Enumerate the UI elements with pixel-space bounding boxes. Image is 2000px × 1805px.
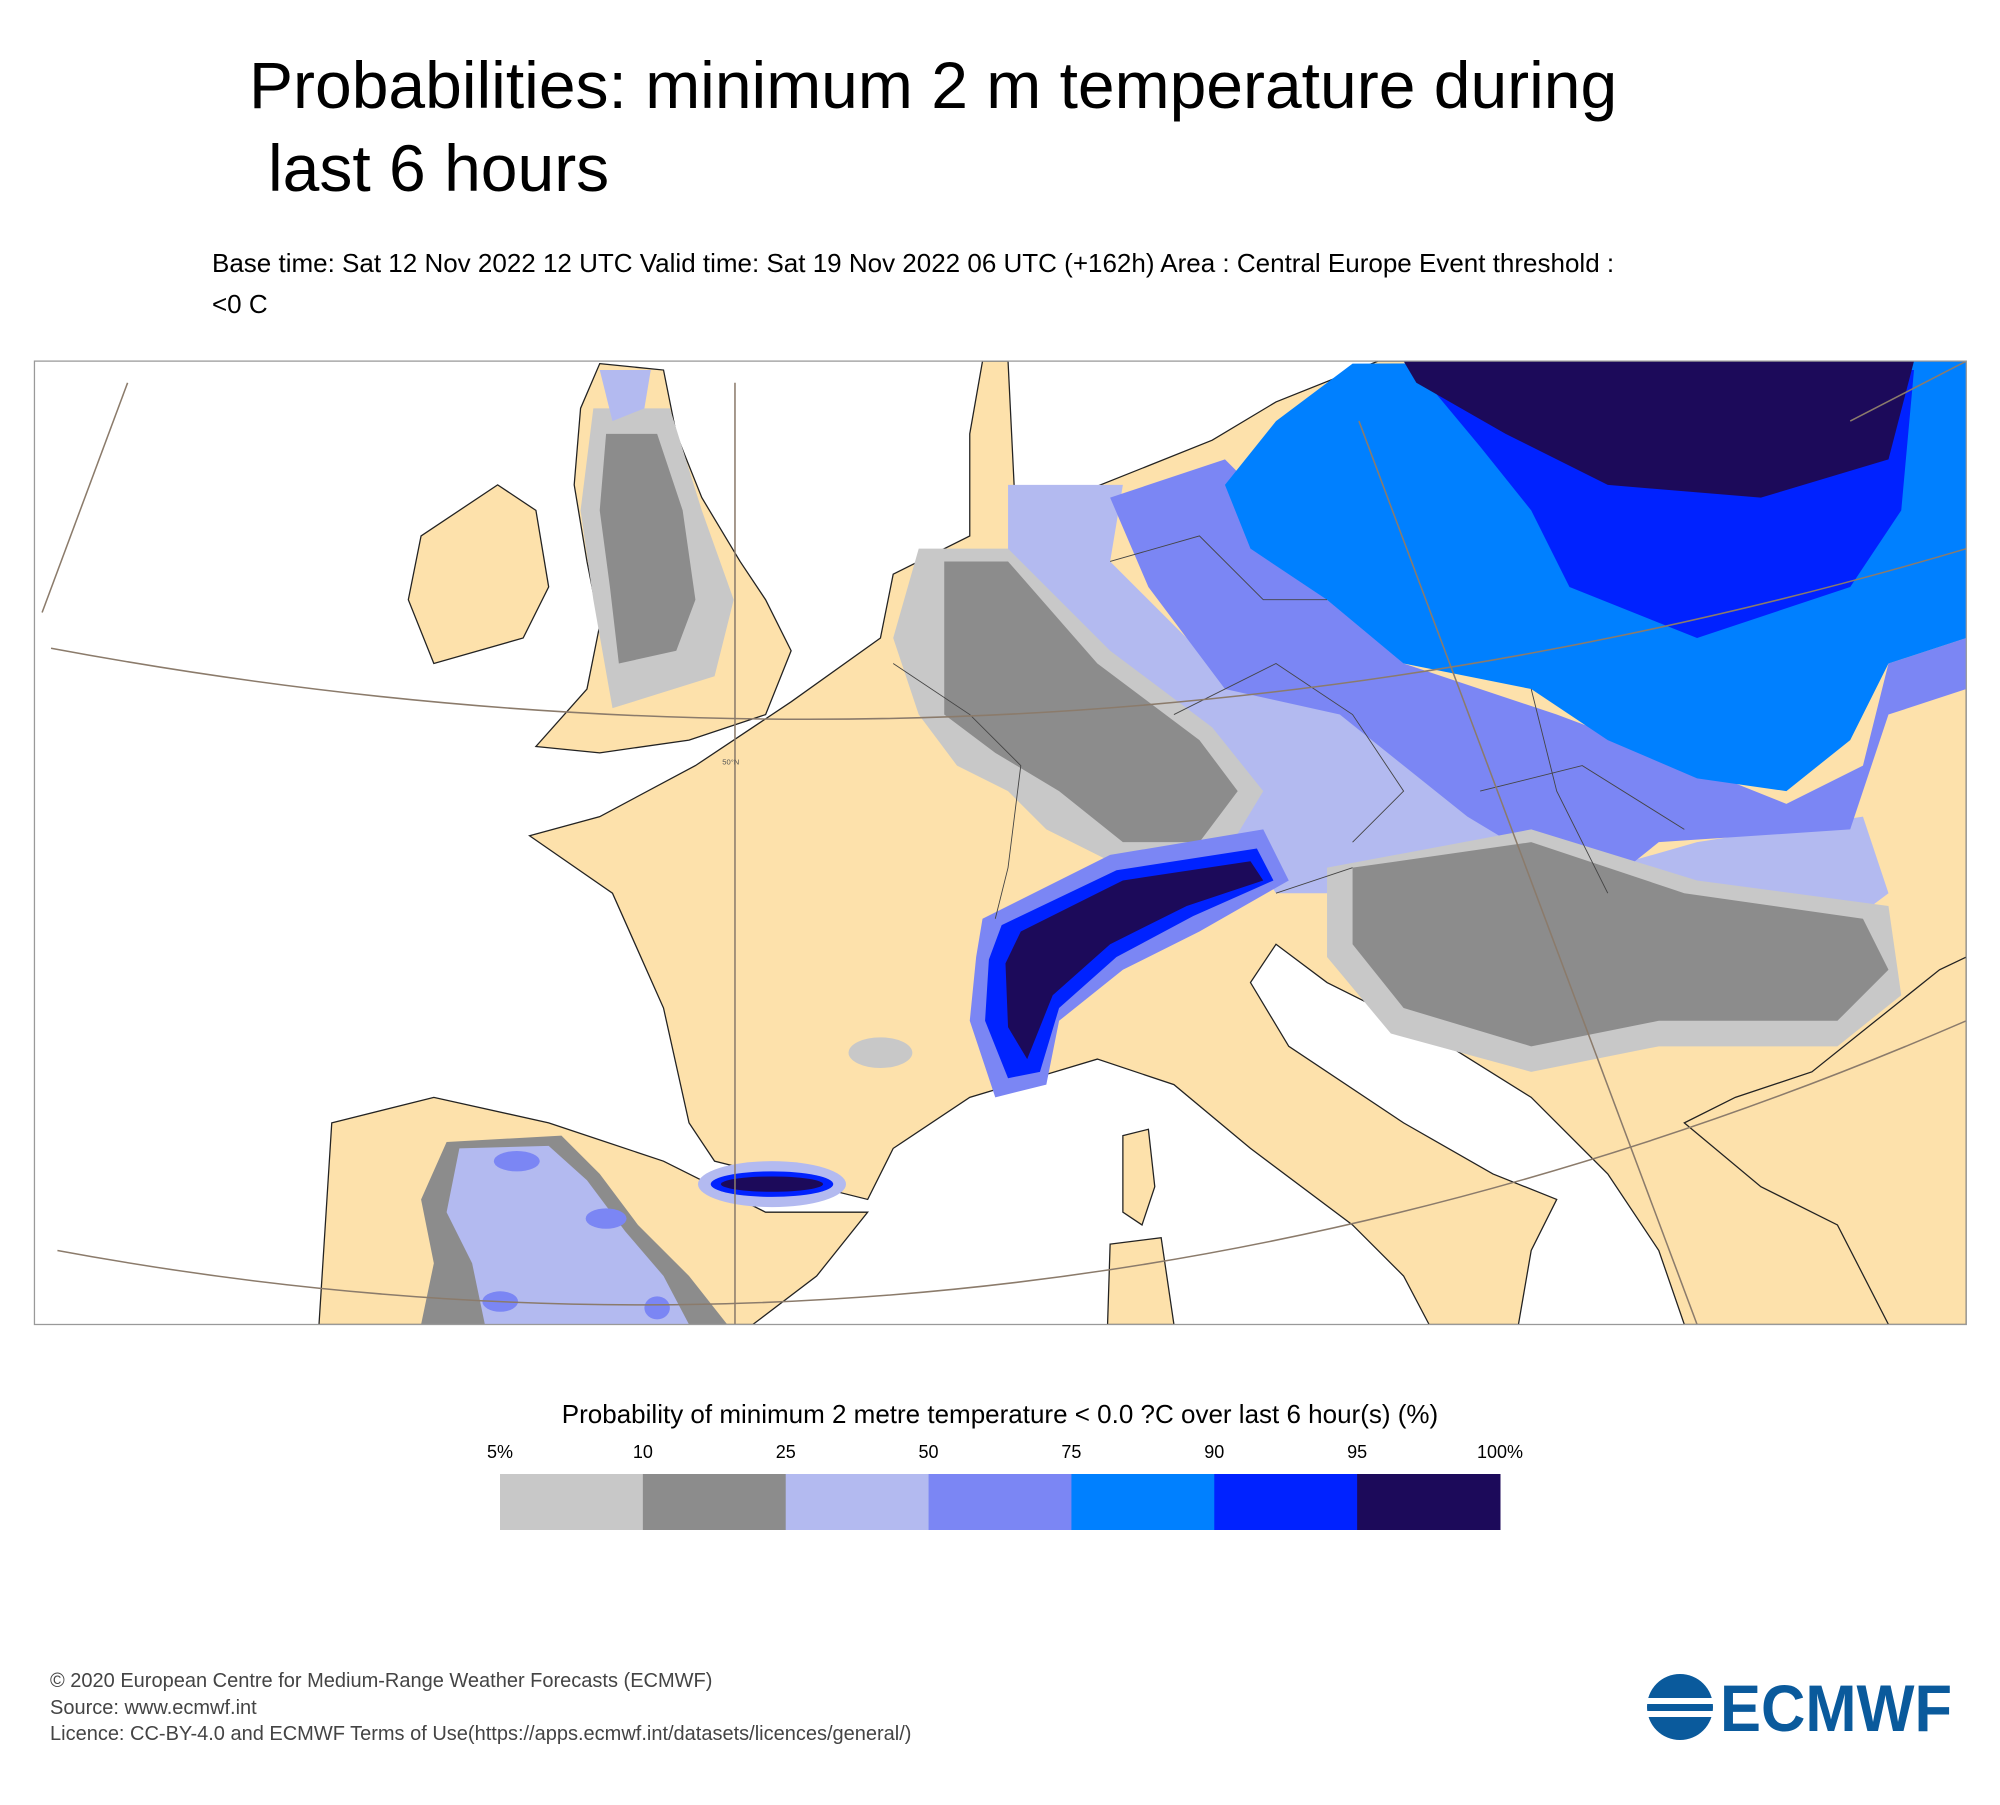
subtitle-line: Base time: Sat 12 Nov 2022 12 UTC Valid … bbox=[212, 248, 1614, 278]
colorbar-tick-label: 5% bbox=[487, 1442, 513, 1462]
logo-text: ECMWF bbox=[1720, 1671, 1952, 1745]
title-line: Probabilities: minimum 2 m temperature d… bbox=[249, 48, 1617, 122]
colorbar-swatch bbox=[1357, 1474, 1501, 1530]
logo-stripe bbox=[1645, 1698, 1717, 1704]
land bbox=[1106, 1237, 1175, 1325]
colorbar-swatch bbox=[500, 1474, 644, 1530]
graticule bbox=[1849, 361, 1967, 422]
graticule bbox=[41, 382, 129, 613]
colorbar-swatch bbox=[1071, 1474, 1215, 1530]
footer-line: Source: www.ecmwf.int bbox=[50, 1697, 257, 1719]
land bbox=[1683, 956, 1967, 1325]
prob-area bbox=[944, 561, 1238, 843]
prob-area bbox=[493, 1150, 540, 1172]
footer-line: Licence: CC-BY-4.0 and ECMWF Terms of Us… bbox=[50, 1723, 911, 1745]
colorbar-tick-label: 10 bbox=[633, 1442, 653, 1462]
prob-area bbox=[599, 370, 651, 422]
prob-area bbox=[1110, 459, 1967, 894]
subtitle-line: <0 C bbox=[212, 289, 268, 319]
map: 50°N bbox=[33, 360, 1967, 1326]
prob-area bbox=[585, 1208, 627, 1229]
graticule bbox=[57, 1020, 1967, 1306]
graticule-label: 50°N bbox=[722, 757, 739, 766]
colorbar-tick-label: 50 bbox=[919, 1442, 939, 1462]
prob-area bbox=[599, 433, 696, 664]
prob-area bbox=[1005, 861, 1264, 1060]
colorbar: 5% 10 25 50 75 90 95 100% bbox=[487, 1442, 1523, 1530]
graticule bbox=[1358, 420, 1698, 1325]
logo-stripe bbox=[1645, 1711, 1717, 1717]
prob-area bbox=[644, 1296, 670, 1320]
logo-mark bbox=[1647, 1674, 1713, 1740]
map-content: 50°N bbox=[34, 361, 1967, 1325]
prob-area bbox=[848, 1037, 913, 1069]
border bbox=[892, 535, 1685, 919]
prob-area bbox=[985, 848, 1274, 1079]
map-frame bbox=[33, 360, 1967, 1326]
colorbar-tick-label: 75 bbox=[1061, 1442, 1081, 1462]
prob-area bbox=[1403, 361, 1915, 498]
colorbar-swatch bbox=[1214, 1474, 1358, 1530]
colorbar-tick-label: 100% bbox=[1477, 1442, 1523, 1462]
footer-line: © 2020 European Centre for Medium-Range … bbox=[50, 1670, 712, 1692]
logo: ECMWF bbox=[1645, 1671, 1952, 1745]
colorbar-tick-label: 25 bbox=[776, 1442, 796, 1462]
colorbar-swatch bbox=[928, 1474, 1072, 1530]
prob-area bbox=[446, 1145, 690, 1325]
graticule bbox=[50, 547, 1967, 721]
land bbox=[407, 484, 550, 665]
legend-title: Probability of minimum 2 metre temperatu… bbox=[562, 1399, 1438, 1429]
colorbar-tick-label: 95 bbox=[1347, 1442, 1367, 1462]
title-line: last 6 hours bbox=[268, 131, 609, 205]
prob-area bbox=[1352, 842, 1889, 1047]
colorbar-swatch bbox=[785, 1474, 930, 1530]
land bbox=[1122, 1128, 1156, 1226]
prob-area bbox=[720, 1176, 824, 1192]
colorbar-swatch bbox=[642, 1474, 787, 1530]
colorbar-tick-label: 90 bbox=[1204, 1442, 1224, 1462]
